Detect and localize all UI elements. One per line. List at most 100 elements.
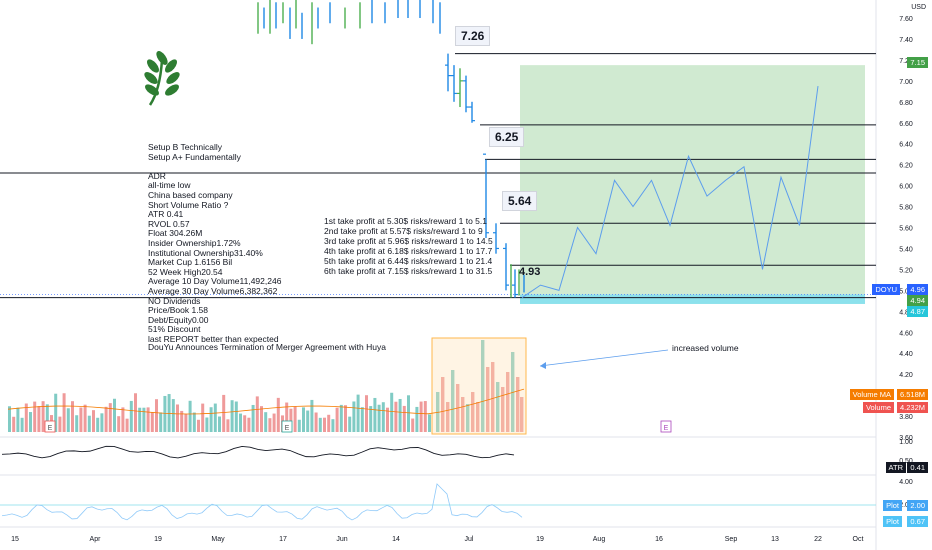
volume-bar <box>415 406 419 432</box>
volume-bar <box>243 415 247 432</box>
leaf <box>144 72 158 84</box>
take-profit-line: 4th take profit at 6.18$ risks/reward 1 … <box>324 246 493 256</box>
x-tick-label: 22 <box>814 536 822 543</box>
earnings-marker-letter: E <box>285 425 290 432</box>
volume-ma-value: 6.518M <box>896 389 928 400</box>
y-tick-label: 5.40 <box>899 246 913 253</box>
y-tick-label: 7.60 <box>899 16 913 23</box>
volume-bar <box>402 405 406 432</box>
take-profit-line: 2nd take profit at 5.57$ risks/reward 1 … <box>324 226 483 236</box>
volume-bar <box>386 407 389 432</box>
volume-bar <box>272 413 276 432</box>
plot-tick-label: 4.00 <box>899 479 913 486</box>
volume-bar <box>339 404 343 432</box>
volume-bar <box>54 393 58 432</box>
note-line: 52 Week High20.54 <box>148 266 223 277</box>
volume-bar <box>16 407 20 432</box>
volume-bar <box>365 395 368 432</box>
note-line: Price/Book 1.58 <box>148 305 209 316</box>
volume-bar <box>62 393 66 432</box>
volume-bar <box>511 352 515 432</box>
volume-bar <box>83 404 87 432</box>
x-tick-label: 15 <box>11 536 19 543</box>
volume-bar <box>520 397 524 432</box>
plot2-value: 0.67 <box>907 516 928 527</box>
volume-bar <box>24 403 28 432</box>
note-line: Short Volume Ratio ? <box>148 199 229 210</box>
volume-bar <box>506 372 510 432</box>
volume-bar <box>192 412 196 432</box>
volume-bar <box>113 398 116 432</box>
projection-path <box>521 86 819 299</box>
take-profit-line: 1st take profit at 5.30$ risks/reward 1 … <box>324 216 487 226</box>
volume-bar <box>264 412 268 432</box>
atr-value: 0.41 <box>907 462 928 473</box>
leaf-logo-icon <box>144 51 180 106</box>
y-tick-label: 4.60 <box>899 330 913 337</box>
y-tick-label: 6.20 <box>899 163 913 170</box>
volume-bar <box>129 400 133 432</box>
earnings-marker-letter: E <box>664 425 669 432</box>
currency-label: USD <box>911 4 926 11</box>
volume-bar <box>234 401 238 432</box>
volume-bar <box>451 370 455 432</box>
volume-bar <box>318 417 322 432</box>
volume-label: Volume <box>862 402 894 413</box>
volume-bar <box>146 407 150 432</box>
atr-line <box>1 445 515 459</box>
atr-tick-label: 1.00 <box>899 439 913 446</box>
volume-highlight-box <box>431 337 527 435</box>
volume-bar <box>411 418 415 432</box>
note-line: China based company <box>148 189 233 200</box>
x-tick-label: Jun <box>336 536 347 543</box>
volume-bar <box>226 419 230 432</box>
volume-bar <box>293 406 297 432</box>
y-tick-label: 6.60 <box>899 121 913 128</box>
x-tick-label: Sep <box>725 536 738 543</box>
volume-bar <box>37 406 41 432</box>
plot-tick-label: 2.00 <box>899 502 913 509</box>
volume-bar <box>171 399 175 432</box>
x-tick-label: 16 <box>655 536 663 543</box>
volume-bar <box>92 410 95 432</box>
volume-bar <box>104 406 108 432</box>
volume-bar <box>125 418 129 432</box>
volume-bar <box>255 396 259 432</box>
note-line: all-time low <box>148 180 191 191</box>
x-tick-label: May <box>211 536 225 543</box>
x-tick-label: 13 <box>771 536 779 543</box>
volume-bar <box>369 406 373 432</box>
volume-bar <box>352 401 356 432</box>
plot1-value: 2.00 <box>907 500 928 511</box>
volume-bar <box>150 412 154 432</box>
note-line: ATR 0.41 <box>148 209 184 220</box>
note-line: NO Dividends <box>148 295 201 306</box>
volume-bar <box>356 394 360 432</box>
x-tick-label: 19 <box>536 536 544 543</box>
fundamental-notes: Setup B Technically Setup A+ Fundamentall… <box>148 142 281 344</box>
volume-bar <box>100 413 104 432</box>
y-tick-label: 4.20 <box>899 372 913 379</box>
y-tick-label: 5.80 <box>899 205 913 212</box>
volume-bar <box>251 404 255 432</box>
leaf <box>165 59 177 73</box>
volume-bar <box>12 416 16 432</box>
x-tick-label: 19 <box>154 536 162 543</box>
volume-bar <box>466 404 470 432</box>
volume-bar <box>481 340 485 432</box>
stop-zone <box>520 294 865 304</box>
note-line: RVOL 0.57 <box>148 218 190 229</box>
volume-bar <box>20 417 24 432</box>
x-tick-label: 17 <box>279 536 287 543</box>
volume-bar <box>87 415 91 432</box>
note-line: ADR <box>148 170 166 181</box>
volume-bar <box>276 397 280 432</box>
volume-bar <box>419 401 423 432</box>
earnings-marker <box>281 420 293 433</box>
volume-bar <box>327 414 331 432</box>
volume-bar <box>471 392 475 432</box>
news-headline: DouYu Announces Termination of Merger Ag… <box>148 342 386 352</box>
volume-bar <box>423 401 427 432</box>
